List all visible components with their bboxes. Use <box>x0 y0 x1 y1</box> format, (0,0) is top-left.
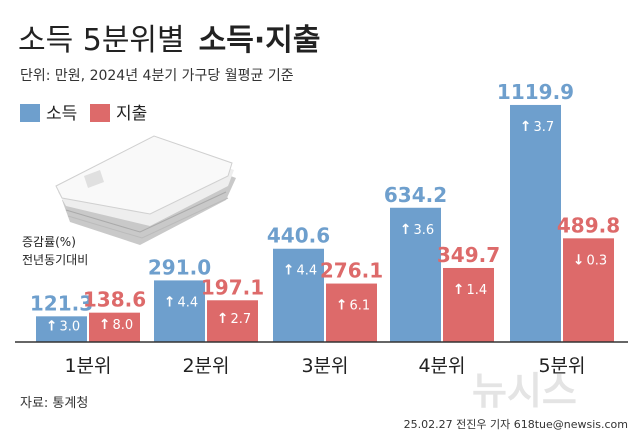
value-label-expense-1: 138.6 <box>83 288 146 312</box>
bar-expense-3 <box>326 283 377 342</box>
value-label-expense-3: 276.1 <box>320 259 383 283</box>
change-label-income-3: 4.4 <box>297 264 318 279</box>
change-label-income-2: 4.4 <box>178 295 199 310</box>
change-note-line1: 증감률(%) <box>22 235 76 249</box>
bar-income-2 <box>154 280 205 342</box>
watermark: 뉴시스 <box>472 369 577 413</box>
value-label-expense-4: 349.7 <box>437 243 500 267</box>
bar-income-5 <box>510 104 561 342</box>
change-arrow-expense-4: ↑ <box>453 282 465 298</box>
change-arrow-expense-1: ↑ <box>99 317 111 333</box>
change-label-expense-1: 8.0 <box>113 318 134 333</box>
legend-label-income: 소득 <box>46 104 77 124</box>
category-labels: 1분위 2분위 3분위 4분위 5분위 <box>64 355 585 377</box>
category-label-4: 4분위 <box>418 355 465 377</box>
change-arrow-expense-2: ↑ <box>217 311 229 327</box>
change-arrow-income-1: ↑ <box>46 318 58 334</box>
value-label-expense-2: 197.1 <box>201 275 264 299</box>
change-label-expense-4: 1.4 <box>467 283 488 298</box>
change-arrow-expense-3: ↑ <box>336 298 348 314</box>
money-stack-illustration <box>55 135 236 245</box>
change-label-income-1: 3.0 <box>60 319 81 334</box>
title-light: 소득 5분위별 <box>18 23 185 58</box>
change-arrow-income-3: ↑ <box>283 263 295 279</box>
value-label-income-3: 440.6 <box>267 224 330 248</box>
bar-income-3 <box>273 248 324 342</box>
bar-expense-2 <box>207 300 258 342</box>
change-label-expense-3: 6.1 <box>350 299 371 314</box>
bar-income-4 <box>390 207 441 342</box>
chart-subtitle: 단위: 만원, 2024년 4분기 가구당 월평균 기준 <box>20 68 294 84</box>
legend-swatch-expense <box>90 104 110 122</box>
value-label-income-5: 1119.9 <box>497 80 574 104</box>
change-label-expense-5: 0.3 <box>587 253 608 268</box>
value-label-expense-5: 489.8 <box>557 213 620 237</box>
legend: 소득 지출 <box>20 104 147 124</box>
change-arrow-expense-5: ↓ <box>573 252 585 268</box>
change-arrow-income-4: ↑ <box>400 222 412 238</box>
legend-swatch-income <box>20 104 40 122</box>
category-label-3: 3분위 <box>301 355 348 377</box>
change-label-income-5: 3.7 <box>534 120 555 135</box>
category-label-1: 1분위 <box>64 355 111 377</box>
bar-income-1 <box>36 316 87 342</box>
category-label-5: 5분위 <box>538 355 585 377</box>
change-note-line2: 전년동기대비 <box>22 253 88 267</box>
credit-text: 25.02.27 전진우 기자 618tue@newsis.com <box>404 418 628 431</box>
bar-expense-4 <box>443 267 494 342</box>
value-label-income-4: 634.2 <box>384 183 447 207</box>
bar-expense-5 <box>563 238 614 342</box>
legend-label-expense: 지출 <box>116 104 147 124</box>
chart-title: 소득 5분위별 소득·지출 <box>18 23 320 58</box>
change-arrow-income-5: ↑ <box>520 119 532 135</box>
change-arrow-income-2: ↑ <box>164 294 176 310</box>
change-label-expense-2: 2.7 <box>231 312 252 327</box>
value-label-income-2: 291.0 <box>148 255 211 279</box>
change-label-income-4: 3.6 <box>414 223 435 238</box>
bar-expense-1 <box>89 312 140 342</box>
title-bold: 소득·지출 <box>199 23 321 58</box>
category-label-2: 2분위 <box>182 355 229 377</box>
value-label-income-1: 121.3 <box>30 291 93 315</box>
source-text: 자료: 통계청 <box>20 396 88 411</box>
